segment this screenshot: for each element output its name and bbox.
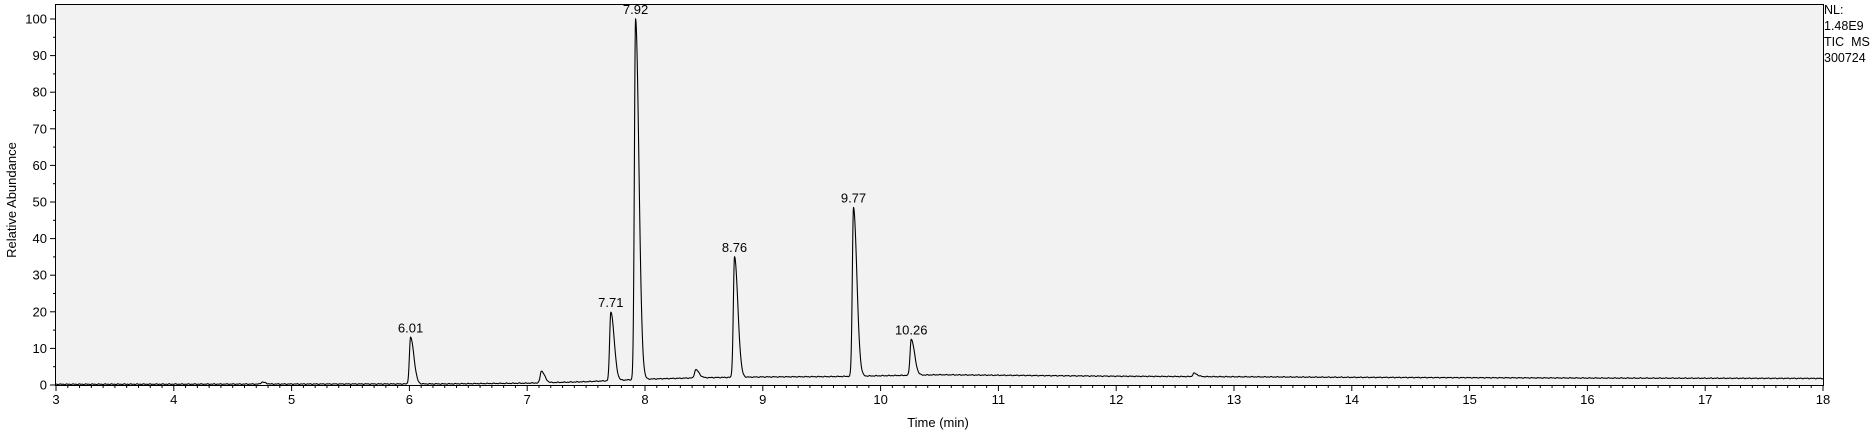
peak-labels: 6.01 7.71 7.92 8.76 9.77 10.26	[398, 2, 928, 337]
scan-type: TIC MS	[1824, 35, 1870, 49]
x-tick-label: 18	[1816, 392, 1830, 407]
y-tick-label: 40	[33, 231, 47, 246]
x-tick-label: 13	[1227, 392, 1241, 407]
peak-label: 10.26	[895, 322, 928, 337]
x-tick-label: 9	[759, 392, 766, 407]
x-tick-label: 8	[641, 392, 648, 407]
plot-area	[55, 4, 1824, 386]
y-tick-label: 60	[33, 158, 47, 173]
y-tick-label: 30	[33, 268, 47, 283]
x-tick-label: 17	[1698, 392, 1712, 407]
x-tick-label: 6	[406, 392, 413, 407]
y-axis-label: Relative Abundance	[4, 142, 19, 258]
x-axis: 3 4 5 6 7 8 9 10 11 12 13 14 15 16 17 18	[52, 385, 1830, 407]
x-tick-label: 4	[170, 392, 177, 407]
x-tick-label: 3	[52, 392, 59, 407]
y-tick-label: 90	[33, 48, 47, 63]
nl-label: NL:	[1824, 3, 1844, 17]
x-tick-label: 11	[992, 392, 1006, 407]
sample-id: 300724	[1824, 51, 1866, 65]
x-tick-label: 16	[1580, 392, 1594, 407]
y-tick-label: 100	[25, 12, 47, 27]
peak-label: 9.77	[841, 190, 866, 205]
x-tick-label: 5	[288, 392, 295, 407]
x-tick-label: 12	[1109, 392, 1123, 407]
x-tick-label: 15	[1462, 392, 1476, 407]
x-axis-label: Time (min)	[907, 415, 969, 430]
y-tick-label: 50	[33, 195, 47, 210]
x-tick-label: 7	[524, 392, 531, 407]
nl-value: 1.48E9	[1824, 19, 1864, 33]
y-tick-label: 0	[40, 378, 47, 393]
x-tick-label: 10	[873, 392, 887, 407]
y-tick-label: 80	[33, 85, 47, 100]
y-axis: 0 10 20 30 40 50 60 70 80 90 100	[25, 12, 56, 393]
peak-label: 6.01	[398, 320, 423, 335]
peak-label: 8.76	[722, 240, 747, 255]
normalization-info: NL: 1.48E9 TIC MS 300724	[1824, 2, 1870, 66]
y-tick-label: 20	[33, 304, 47, 319]
chromatogram-trace	[55, 18, 1824, 386]
y-tick-label: 10	[33, 341, 47, 356]
peak-label: 7.71	[598, 295, 623, 310]
x-tick-label: 14	[1345, 392, 1359, 407]
peak-label: 7.92	[623, 2, 648, 17]
y-tick-label: 70	[33, 121, 47, 136]
